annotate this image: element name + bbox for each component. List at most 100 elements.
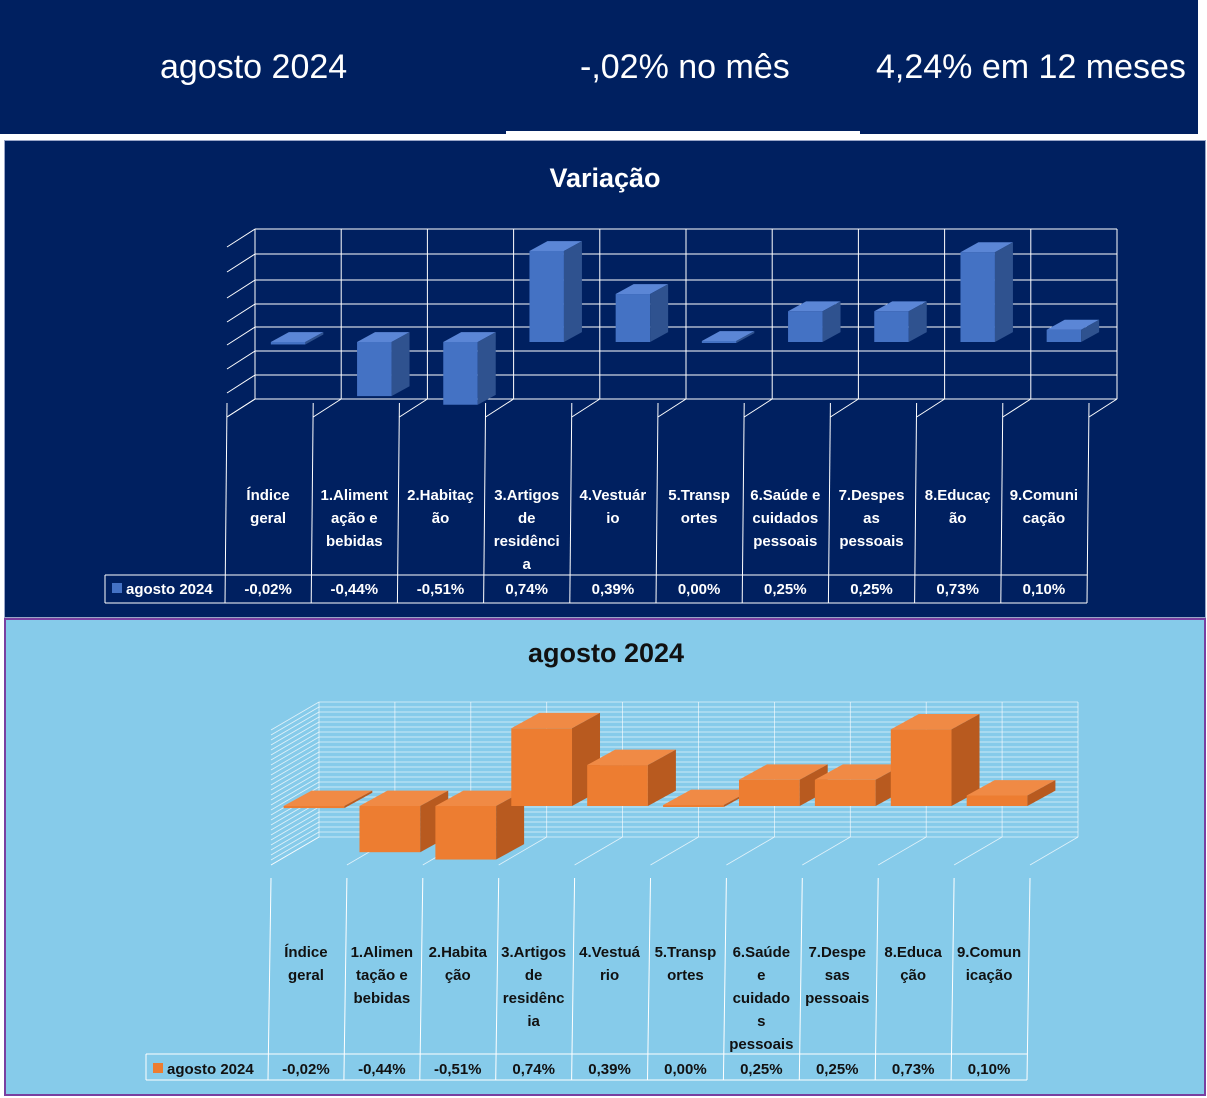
gridline bbox=[916, 398, 945, 418]
category-label: Índice bbox=[246, 487, 289, 504]
data-label: 0,25% bbox=[850, 581, 893, 598]
table-gridline bbox=[647, 877, 651, 1081]
table-gridline bbox=[310, 402, 314, 604]
gridline bbox=[743, 398, 773, 418]
bar bbox=[529, 250, 564, 342]
gridline bbox=[270, 806, 320, 836]
gridline bbox=[270, 821, 320, 851]
category-label: rio bbox=[600, 967, 619, 984]
category-label: de bbox=[525, 967, 543, 984]
gridline bbox=[226, 326, 256, 346]
bar-side bbox=[477, 332, 496, 405]
data-label: 0,25% bbox=[764, 581, 807, 598]
category-label: 3.Artigos bbox=[494, 487, 559, 504]
category-label: pessoais bbox=[805, 990, 869, 1007]
bar-side bbox=[305, 332, 324, 345]
bar-top bbox=[283, 790, 373, 806]
gridline bbox=[270, 771, 320, 801]
category-label: 5.Transp bbox=[668, 487, 730, 504]
category-label: ortes bbox=[667, 967, 704, 984]
gridline bbox=[650, 836, 699, 866]
data-label: 0,73% bbox=[892, 1061, 935, 1078]
bar bbox=[966, 795, 1028, 806]
category-label: io bbox=[606, 510, 619, 527]
table-gridline bbox=[1086, 402, 1090, 604]
data-label: -0,44% bbox=[331, 581, 379, 598]
gridline bbox=[270, 776, 320, 806]
category-label: sas bbox=[825, 967, 850, 984]
category-label: ção bbox=[900, 967, 926, 984]
bar-side bbox=[496, 790, 525, 860]
bar-side bbox=[1027, 780, 1056, 806]
category-label: icação bbox=[966, 967, 1013, 984]
gridline bbox=[270, 711, 320, 741]
bar-top bbox=[1046, 319, 1100, 330]
table-gridline bbox=[722, 877, 727, 1081]
gridline bbox=[657, 398, 687, 418]
bar-top bbox=[615, 284, 669, 295]
category-label: 7.Despes bbox=[839, 487, 905, 504]
bar bbox=[701, 341, 737, 343]
data-label: 0,73% bbox=[936, 581, 979, 598]
category-label: 1.Alimen bbox=[351, 944, 414, 961]
data-label: -0,44% bbox=[358, 1061, 406, 1078]
category-label: ação e bbox=[331, 510, 378, 527]
category-label: 1.Aliment bbox=[321, 487, 389, 504]
bar-top bbox=[890, 713, 980, 730]
gridline bbox=[877, 836, 927, 866]
gridline bbox=[270, 736, 320, 766]
bar-top bbox=[874, 301, 927, 312]
category-label: cuidado bbox=[733, 990, 791, 1007]
bar-top bbox=[788, 301, 841, 312]
legend-swatch bbox=[112, 583, 122, 593]
month-chart-panel: agosto 2024 Índice geral -0,02% 1.Alimen taçã… bbox=[4, 618, 1206, 1096]
gridline bbox=[270, 816, 320, 846]
bar-top bbox=[357, 332, 410, 342]
bar-top bbox=[529, 241, 582, 251]
bar bbox=[960, 252, 995, 342]
data-label: -0,02% bbox=[282, 1061, 330, 1078]
category-label: 7.Despe bbox=[808, 944, 866, 961]
table-gridline bbox=[827, 402, 831, 604]
bar bbox=[357, 342, 392, 397]
bar-top bbox=[960, 242, 1013, 253]
bar-side bbox=[650, 284, 669, 342]
variation-chart: Variação Índice geral -0,02% 1.Aliment ação e… bbox=[104, 163, 1118, 604]
bar-side bbox=[647, 749, 676, 806]
table-gridline bbox=[495, 877, 500, 1081]
category-label: cuidados bbox=[752, 510, 818, 527]
category-label: 8.Educa bbox=[884, 944, 942, 961]
data-label: 0,00% bbox=[664, 1061, 707, 1078]
category-label: 4.Vestuá bbox=[579, 944, 641, 961]
bar-top bbox=[701, 331, 755, 341]
gridline bbox=[270, 831, 320, 861]
gridline bbox=[270, 756, 320, 786]
bar-top bbox=[814, 764, 904, 780]
category-label: bebidas bbox=[354, 990, 411, 1007]
gridline bbox=[270, 731, 320, 761]
gridline bbox=[498, 836, 547, 866]
bar bbox=[874, 311, 909, 342]
category-label: e bbox=[757, 967, 765, 984]
category-label: 5.Transp bbox=[655, 944, 717, 961]
bar-side bbox=[344, 790, 373, 809]
gridline bbox=[270, 741, 320, 771]
bar bbox=[788, 311, 823, 342]
category-label: 8.Educaç bbox=[925, 487, 991, 504]
gridline bbox=[226, 228, 256, 248]
category-label: residênc bbox=[503, 990, 565, 1007]
table-gridline bbox=[343, 877, 348, 1081]
gridline bbox=[270, 716, 320, 746]
month-chart: agosto 2024 Índice geral -0,02% 1.Alimen taçã… bbox=[145, 638, 1079, 1081]
gridline bbox=[953, 836, 1003, 866]
bar bbox=[663, 805, 724, 807]
gridline bbox=[270, 761, 320, 791]
gridline bbox=[226, 279, 256, 299]
banner-period: agosto 2024 bbox=[160, 48, 348, 86]
category-label: de bbox=[518, 510, 536, 527]
table-gridline bbox=[798, 877, 803, 1081]
category-label: bebidas bbox=[326, 533, 383, 550]
data-label: 0,39% bbox=[588, 1061, 631, 1078]
gridline bbox=[802, 836, 851, 866]
gridline bbox=[574, 836, 623, 866]
